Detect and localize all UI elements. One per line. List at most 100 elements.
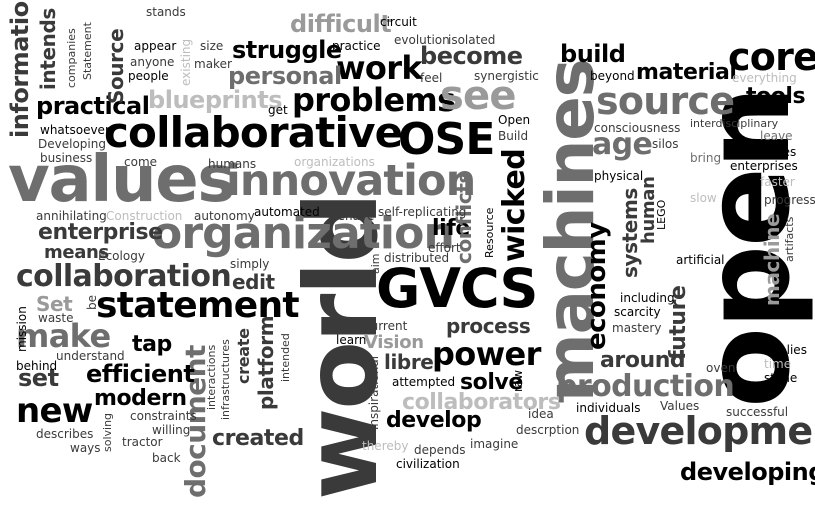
word-simply: simply <box>230 257 270 271</box>
word-organization: organization <box>152 208 455 259</box>
word-artificial: artificial <box>676 253 725 267</box>
word-values: values <box>8 143 236 217</box>
word-current: current <box>364 319 408 333</box>
word-developing-capital: Developing <box>38 137 106 151</box>
word-enterprise: enterprise <box>38 220 163 245</box>
word-collaborators: collaborators <box>402 390 561 415</box>
word-construction: Construction <box>106 209 183 223</box>
word-develop: develop <box>386 408 482 433</box>
word-modern: modern <box>94 386 187 411</box>
word-practical: practical <box>36 92 150 120</box>
word-learn: learn <box>336 333 367 347</box>
word-existing: existing <box>179 38 193 86</box>
word-collaboration: collaboration <box>16 259 232 294</box>
word-practice: practice <box>332 39 381 53</box>
word-information: information <box>6 0 34 138</box>
word-statement: statement <box>96 285 300 326</box>
word-become: become <box>420 42 523 70</box>
word-waste: waste <box>38 311 74 325</box>
word-material: material <box>636 60 737 85</box>
word-production: production <box>556 369 735 404</box>
word-bring: bring <box>690 151 722 165</box>
word-solving: solving <box>101 412 114 452</box>
word-artifacts: artifacts <box>783 216 796 262</box>
word-successful: successful <box>726 405 789 419</box>
word-constraints: constraints <box>130 409 197 423</box>
word-oven: oven <box>706 361 736 375</box>
word-back: back <box>152 451 181 465</box>
word-anyone: anyone <box>130 55 175 69</box>
word-source-vertical: Source <box>104 28 128 104</box>
word-descrption: descrption <box>516 423 580 437</box>
word-see: see <box>440 73 516 119</box>
word-progress: progress <box>764 193 815 207</box>
word-process: process <box>446 314 531 338</box>
word-power: power <box>432 335 541 373</box>
word-edit: edit <box>232 270 275 294</box>
word-lego: LEGO <box>655 199 668 230</box>
word-circuit: circuit <box>380 15 417 29</box>
word-raw: raw <box>511 369 525 392</box>
word-scarcity: scarcity <box>614 305 661 319</box>
word-vision: Vision <box>364 332 424 353</box>
word-set: set <box>18 364 59 392</box>
word-willing: willing <box>152 423 191 437</box>
word-organizations: organizations <box>294 155 375 169</box>
word-companies: companies <box>65 28 78 88</box>
word-behind: behind <box>16 359 58 373</box>
word-development: development <box>584 409 815 453</box>
word-evolution: evolution <box>394 33 450 47</box>
word-platform: platform <box>254 315 278 410</box>
word-be: be <box>85 295 99 310</box>
word-intends: intends <box>36 8 60 90</box>
word-beyond: beyond <box>590 69 635 83</box>
word-mission: mission <box>15 306 29 352</box>
word-imagine: imagine <box>470 437 519 451</box>
word-people: people <box>128 69 169 83</box>
word-thereby: thereby <box>362 439 409 453</box>
word-business: business <box>40 151 93 165</box>
word-difficult: difficult <box>290 10 392 38</box>
word-economy: economy <box>582 222 612 350</box>
word-inspirational: inspirational <box>367 355 381 430</box>
word-time: time <box>764 357 792 371</box>
word-values-capital: Values <box>660 399 700 413</box>
word-enterprises: enterprises <box>730 159 798 173</box>
word-ecology: Ecology <box>98 249 145 263</box>
word-implies: implies <box>764 343 807 357</box>
word-leave: leave <box>760 129 793 143</box>
word-work: work <box>336 49 423 87</box>
word-tractor: tractor <box>122 435 163 449</box>
word-create: create <box>234 328 253 384</box>
word-intended: intended <box>279 333 292 382</box>
word-statement-small: Statement <box>81 22 94 80</box>
word-civilization: civilization <box>396 457 460 471</box>
word-humans: humans <box>208 157 257 171</box>
word-faster: faster <box>760 175 795 189</box>
word-around: around <box>600 348 686 373</box>
word-self-replicating: self-replicating <box>378 205 467 219</box>
word-slow: slow <box>690 191 717 205</box>
word-interactions: interactions <box>205 344 218 410</box>
word-everything: everything <box>732 71 797 85</box>
word-infrastructures: infrastructures <box>219 339 232 420</box>
word-understand: understand <box>56 349 125 363</box>
word-get: get <box>268 103 288 117</box>
word-idea: idea <box>528 407 554 421</box>
word-depends: depends <box>414 443 466 457</box>
word-make: make <box>16 317 111 355</box>
word-build-capital: Build <box>498 129 529 143</box>
word-struggle: struggle <box>232 36 342 64</box>
word-life: life <box>432 216 470 241</box>
word-blueprints: blueprints <box>148 86 283 114</box>
word-gvcs: GVCS <box>376 257 538 320</box>
word-individuals: individuals <box>576 401 641 415</box>
word-aim: aim <box>369 253 382 274</box>
word-personal: personal <box>228 62 342 90</box>
word-core: core <box>728 35 815 79</box>
word-effort: effort <box>428 241 461 255</box>
word-autonomy: autonomy <box>194 209 255 223</box>
word-collaborative: collaborative <box>104 108 403 157</box>
word-machine: machine <box>760 213 784 306</box>
